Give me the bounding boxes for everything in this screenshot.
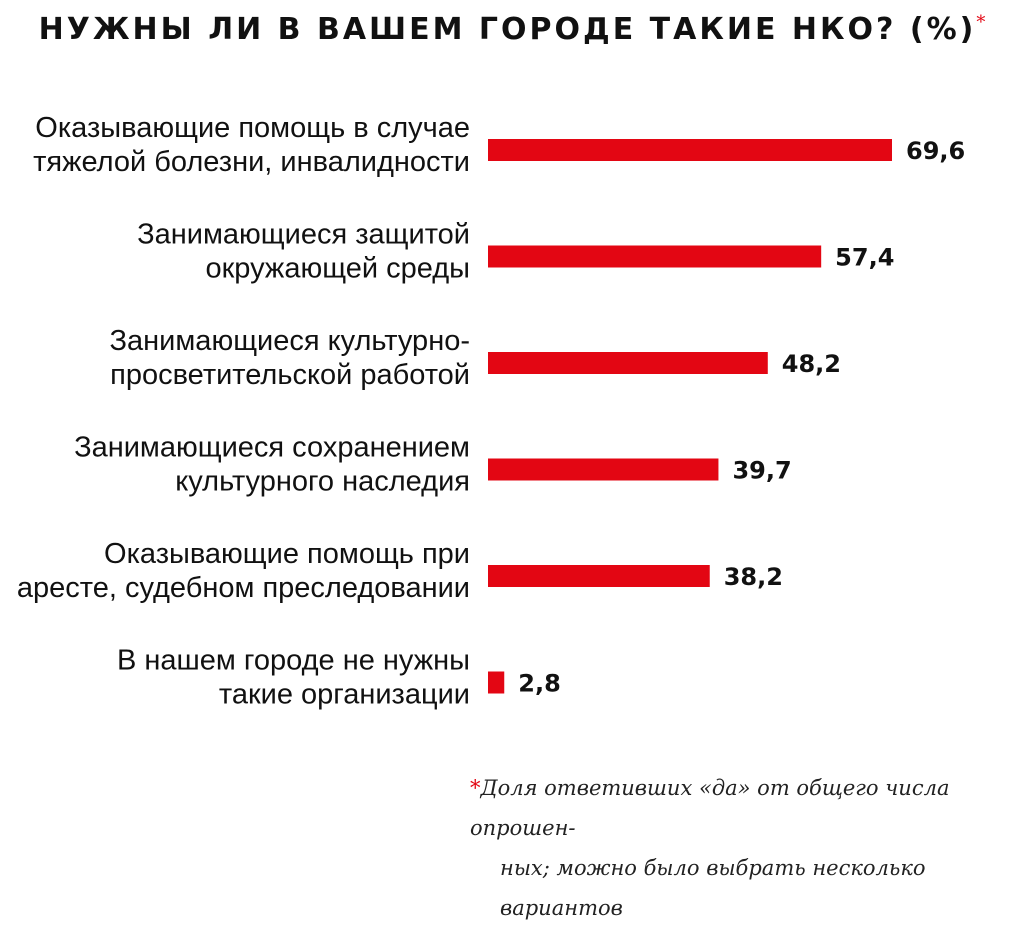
- category-label: Занимающиеся культурно-: [110, 325, 470, 357]
- chart-title: НУЖНЫ ЛИ В ВАШЕМ ГОРОДЕ ТАКИЕ НКО? (%)*: [0, 12, 1024, 47]
- bar: [488, 245, 822, 268]
- category-label: Занимающиеся защитой: [137, 219, 470, 251]
- bar: [488, 671, 505, 694]
- category-label: аресте, судебном преследовании: [17, 572, 470, 604]
- bar: [488, 352, 768, 374]
- value-label: 48,2: [782, 350, 841, 378]
- value-label: 69,6: [906, 137, 965, 165]
- category-label: просветительской работой: [110, 359, 470, 391]
- category-label: В нашем городе не нужны: [117, 645, 470, 677]
- value-label: 38,2: [724, 563, 783, 591]
- category-label: Оказывающие помощь при: [104, 538, 470, 570]
- category-label: такие организации: [219, 679, 470, 711]
- category-label: Оказывающие помощь в случае: [35, 112, 470, 144]
- bar: [488, 458, 719, 481]
- value-label: 39,7: [732, 457, 791, 485]
- title-footnote-mark: *: [976, 12, 986, 33]
- footnote-line-1: Доля ответивших «да» от общего числа опр…: [470, 776, 950, 840]
- footnote: *Доля ответивших «да» от общего числа оп…: [470, 768, 1010, 928]
- footnote-mark: *: [470, 776, 481, 800]
- category-label: окружающей среды: [205, 253, 470, 285]
- footnote-line-2: ных; можно было выбрать несколько вариан…: [500, 856, 926, 920]
- category-label: Занимающиеся сохранением: [74, 432, 470, 464]
- chart-title-text: НУЖНЫ ЛИ В ВАШЕМ ГОРОДЕ ТАКИЕ НКО? (%): [38, 12, 977, 47]
- value-label: 57,4: [835, 244, 894, 272]
- bar: [488, 139, 892, 161]
- category-label: культурного наследия: [175, 466, 470, 498]
- category-label: тяжелой болезни, инвалидности: [33, 146, 470, 178]
- bar: [488, 565, 710, 587]
- bar-group: Занимающиеся культурно-просветительской …: [110, 325, 841, 391]
- value-label: 2,8: [518, 670, 561, 698]
